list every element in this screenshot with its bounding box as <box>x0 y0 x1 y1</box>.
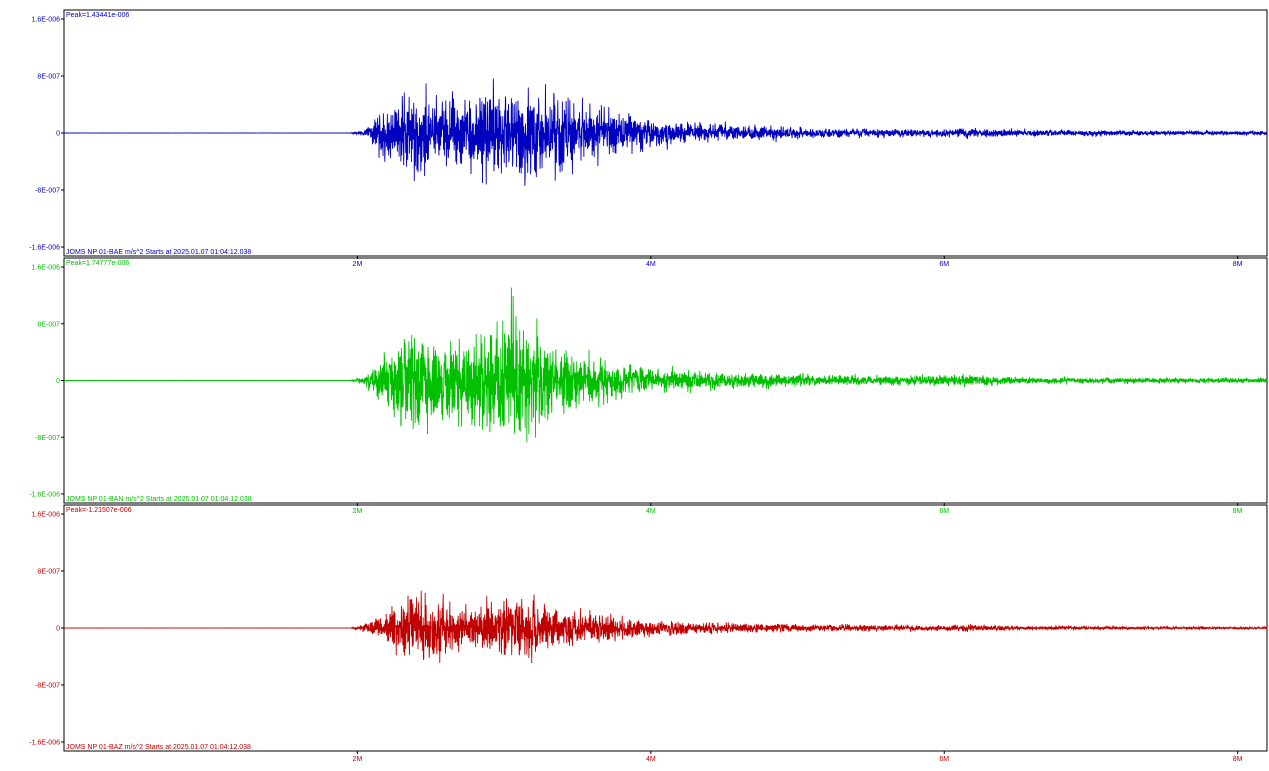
y-tick-label: 1.6E-006 <box>32 17 61 24</box>
x-tick-label: 2M <box>353 756 363 763</box>
y-tick-label: 8E-007 <box>37 569 60 576</box>
y-tick-label: 0 <box>56 626 60 633</box>
y-tick-label: 1.6E-006 <box>32 512 61 519</box>
trace-panel-1: 1.6E-006 8E-007 0 -8E-007 -1.6E-006 2M 4M 6M 8M P… <box>29 9 1268 268</box>
channel-info-label: JOMS NP 01-BAZ m/s^2 Starts at 2025.01.0… <box>66 744 251 751</box>
x-tick-label: 6M <box>939 508 949 515</box>
x-tick-label: 4M <box>646 756 656 763</box>
y-tick-label: 0 <box>56 378 60 385</box>
x-tick-label: 2M <box>353 508 363 515</box>
y-tick-label: 8E-007 <box>37 74 60 81</box>
x-tick-label: 8M <box>1233 261 1243 268</box>
x-tick-label: 4M <box>646 508 656 515</box>
channel-info-label: JOMS NP 01-BAN m/s^2 Starts at 2025.01.0… <box>66 496 252 503</box>
x-tick-label: 8M <box>1233 756 1243 763</box>
y-tick-label: -8E-007 <box>35 435 60 442</box>
x-tick-label: 6M <box>939 261 949 268</box>
y-tick-label: -8E-007 <box>35 683 60 690</box>
y-tick-label: -8E-007 <box>35 188 60 195</box>
y-tick-label: 8E-007 <box>37 321 60 328</box>
waveform-trace <box>63 287 1268 443</box>
peak-label: Peak=-1.21507e-006 <box>66 507 132 514</box>
waveform-trace <box>63 78 1268 186</box>
trace-panel-3: 1.6E-006 8E-007 0 -8E-007 -1.6E-006 2M 4M 6M 8M P… <box>29 504 1268 763</box>
trace-panel-2: 1.6E-006 8E-007 0 -8E-007 -1.6E-006 2M 4M 6M 8M P… <box>29 257 1268 515</box>
waveform-trace <box>63 590 1268 664</box>
peak-label: Peak=1.74777e-006 <box>66 260 129 267</box>
x-tick-label: 4M <box>646 261 656 268</box>
y-tick-label: 0 <box>56 131 60 138</box>
y-tick-label: 1.6E-006 <box>32 265 61 272</box>
x-tick-label: 8M <box>1233 508 1243 515</box>
channel-info-label: JOMS NP 01-BAE m/s^2 Starts at 2025.01.0… <box>66 249 251 256</box>
y-tick-label: -1.6E-006 <box>29 740 60 747</box>
x-tick-label: 2M <box>353 261 363 268</box>
x-tick-label: 6M <box>939 756 949 763</box>
y-tick-label: -1.6E-006 <box>29 492 60 499</box>
peak-label: Peak=1.43441e-006 <box>66 12 129 19</box>
y-tick-label: -1.6E-006 <box>29 245 60 252</box>
